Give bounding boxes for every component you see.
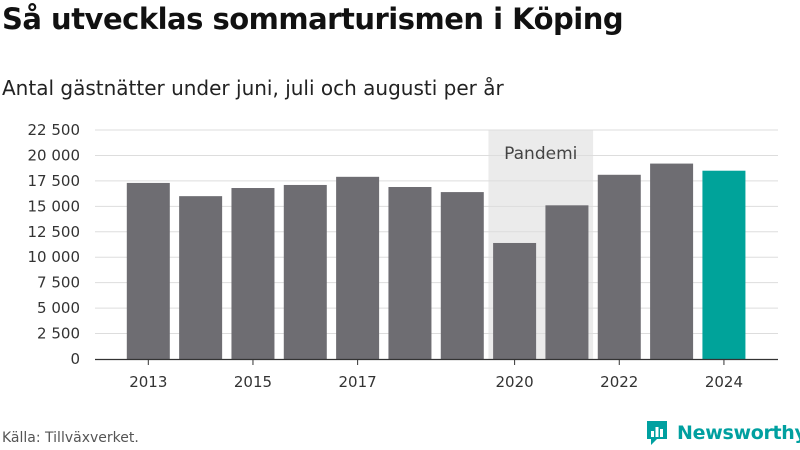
bar-2020 bbox=[493, 242, 537, 359]
bar-2019 bbox=[440, 192, 484, 359]
x-tick-label: 2022 bbox=[600, 373, 638, 391]
y-tick-label: 0 bbox=[70, 350, 80, 368]
y-tick-label: 10 000 bbox=[28, 248, 81, 266]
source-note: Källa: Tillväxverket. bbox=[2, 430, 139, 446]
brand-logo: Newsworthy bbox=[645, 419, 800, 447]
y-tick-label: 22 500 bbox=[28, 121, 81, 139]
x-tick-label: 2024 bbox=[705, 373, 743, 391]
y-tick-label: 7 500 bbox=[37, 274, 80, 292]
bar-2015 bbox=[231, 188, 275, 359]
bar-2024 bbox=[702, 170, 746, 359]
bar-2021 bbox=[545, 205, 589, 359]
bar-2013 bbox=[126, 182, 170, 359]
x-tick-label: 2020 bbox=[496, 373, 534, 391]
y-tick-label: 15 000 bbox=[28, 197, 81, 215]
y-tick-label: 2 500 bbox=[37, 325, 80, 343]
shaded-period-label: Pandemi bbox=[504, 144, 577, 164]
bar-2023 bbox=[650, 163, 694, 359]
bar-2018 bbox=[388, 186, 432, 359]
x-tick-label: 2015 bbox=[234, 373, 272, 391]
bar-2022 bbox=[597, 174, 641, 359]
chart-subtitle: Antal gästnätter under juni, juli och au… bbox=[2, 76, 504, 100]
brand-name: Newsworthy bbox=[677, 422, 800, 444]
y-tick-label: 5 000 bbox=[37, 299, 80, 317]
x-tick-label: 2013 bbox=[129, 373, 167, 391]
y-tick-label: 12 500 bbox=[28, 223, 81, 241]
bar-2014 bbox=[179, 196, 223, 359]
newsworthy-logo-icon bbox=[647, 421, 667, 445]
bar-2017 bbox=[336, 176, 380, 359]
x-tick-label: 2017 bbox=[339, 373, 377, 391]
chart-title: Så utvecklas sommarturismen i Köping bbox=[2, 2, 624, 36]
y-tick-label: 17 500 bbox=[28, 172, 81, 190]
bar-2016 bbox=[283, 184, 327, 359]
y-tick-label: 20 000 bbox=[28, 146, 81, 164]
